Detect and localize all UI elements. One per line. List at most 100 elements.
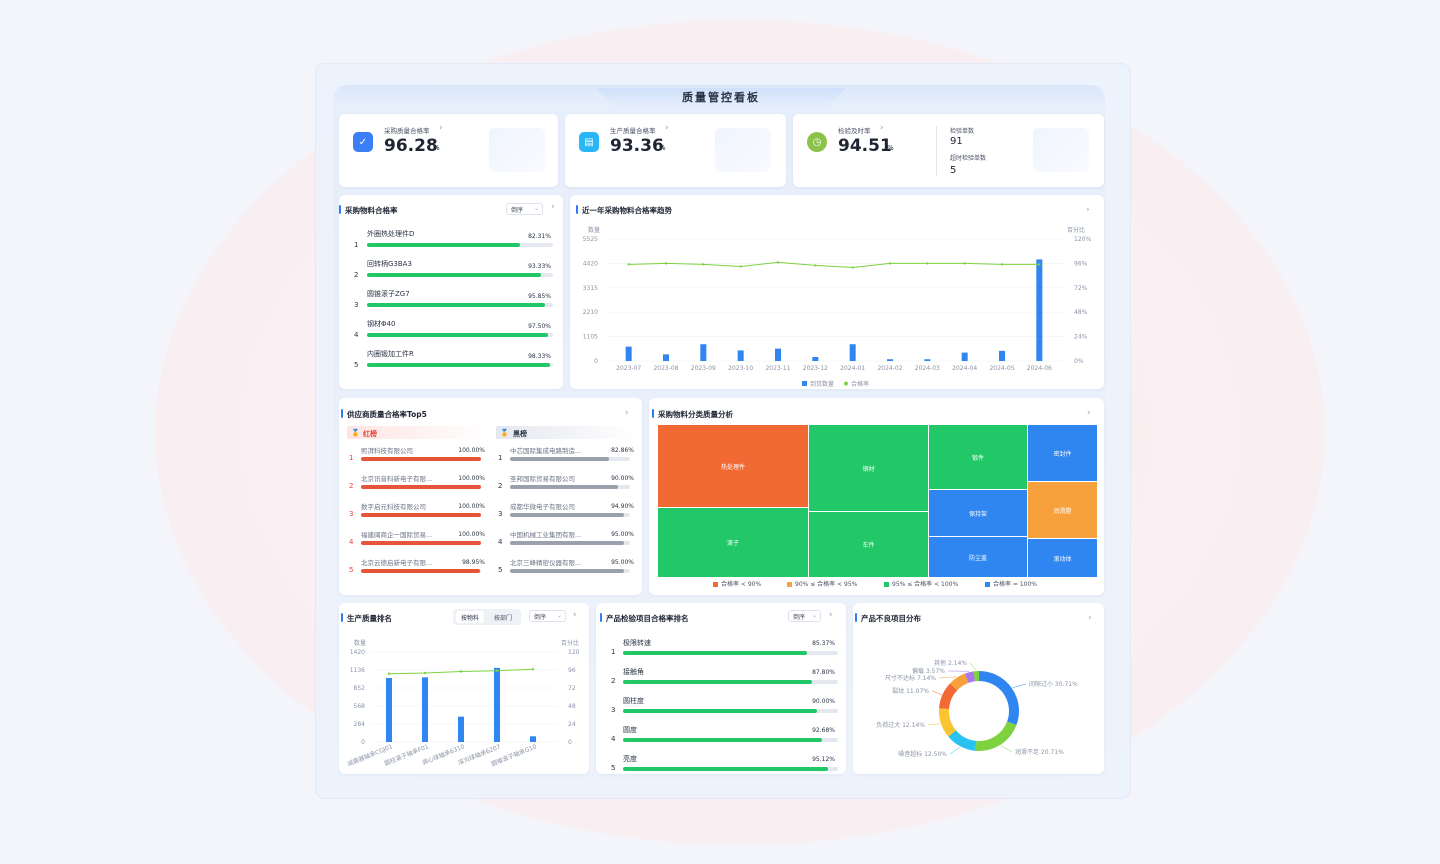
card-title: 生产质量排名 xyxy=(341,613,392,623)
supplier-percent: 100.00% xyxy=(458,475,485,482)
rank-item-percent: 85.37% xyxy=(812,640,835,647)
donut-leader-line xyxy=(931,690,942,695)
sort-select[interactable]: 倒序 ⌄ xyxy=(506,203,543,215)
line-point xyxy=(459,670,463,673)
rank-number: 1 xyxy=(498,454,503,462)
x-tick-label: 2023-07 xyxy=(616,365,641,372)
red-list-label: 红榜 xyxy=(363,430,377,438)
treemap-cell[interactable]: 钢材 xyxy=(809,425,928,511)
rank-item-name: 亮度 xyxy=(623,755,637,763)
chevron-down-icon: ⌄ xyxy=(811,612,817,619)
tab-by-department[interactable]: 按部门 xyxy=(494,615,513,622)
y-tick-label: 0 xyxy=(594,358,598,365)
chevron-right-icon[interactable]: › xyxy=(1086,205,1090,215)
title-tab xyxy=(596,88,846,108)
rank-number: 5 xyxy=(611,764,616,772)
y2-tick-label: 96 xyxy=(568,667,576,674)
right-axis-title: 百分比 xyxy=(1067,226,1085,234)
clock-icon: ◷ xyxy=(807,132,827,152)
line-point xyxy=(627,263,630,266)
treemap-cell[interactable]: 锻件 xyxy=(929,425,1027,489)
production-card: 生产质量排名 按物料 按部门 倒序 ⌄ › 数量 百分比 1420 120 1136 96 8… xyxy=(339,603,589,774)
sort-select[interactable]: 倒序 ⌄ xyxy=(529,610,566,622)
supplier-name: 北京三峰精密仪器有限... xyxy=(510,559,582,567)
supplier-percent: 94.90% xyxy=(611,503,634,510)
bar-arrival-qty xyxy=(887,359,893,361)
black-list-medal-icon: 🏅 xyxy=(500,429,509,437)
progress-fill xyxy=(367,243,521,247)
x-tick-label: 2024-01 xyxy=(840,365,865,372)
rank-item-percent: 92.68% xyxy=(812,727,835,734)
sort-select-value: 倒序 xyxy=(511,207,524,214)
rank-number: 1 xyxy=(349,454,354,462)
overdue-count-label: 超时检验单数 xyxy=(950,155,987,162)
legend-label: 95% ≤ 合格率 < 100% xyxy=(892,581,959,588)
treemap-cell[interactable]: 滚动体 xyxy=(1028,539,1097,577)
chevron-right-icon[interactable]: › xyxy=(551,202,555,212)
treemap-cell[interactable]: 密封件 xyxy=(1028,425,1097,481)
inspect-rank-card: 产品检验项目合格率排名 倒序 ⌄ › 1 极限转速 85.37% 2 接触角 87.80% 3… xyxy=(596,603,846,774)
treemap-cell[interactable]: 防尘盖 xyxy=(929,537,1027,577)
x-tick-label: 2023-09 xyxy=(691,365,716,372)
sort-select[interactable]: 倒序 ⌄ xyxy=(788,610,821,622)
supplier-name: 成都华微电子有限公司 xyxy=(510,503,575,511)
legend-item[interactable]: 95% ≤ 合格率 < 100% xyxy=(884,579,958,588)
treemap-cell[interactable]: 热处理件 xyxy=(658,425,808,507)
supplier-percent: 98.95% xyxy=(462,559,485,566)
bar-quantity xyxy=(422,677,428,742)
chevron-right-icon[interactable]: › xyxy=(625,408,629,418)
line-point xyxy=(423,671,427,675)
chevron-right-icon[interactable]: › xyxy=(439,123,443,133)
kpi-card-production[interactable]: ▤ 生产质量合格率 › 93.36 % xyxy=(565,114,786,187)
line-point xyxy=(926,262,929,265)
chevron-right-icon[interactable]: › xyxy=(573,610,577,620)
chevron-right-icon[interactable]: › xyxy=(880,123,884,133)
chevron-right-icon[interactable]: › xyxy=(1087,408,1091,418)
bar-arrival-qty xyxy=(775,348,781,361)
treemap-cell[interactable]: 保持架 xyxy=(929,490,1027,536)
legend-swatch xyxy=(787,582,792,587)
legend-line-swatch xyxy=(844,381,848,386)
chevron-right-icon[interactable]: › xyxy=(1088,613,1092,623)
chevron-right-icon[interactable]: › xyxy=(665,123,669,133)
y-tick-label: 1420 xyxy=(350,649,365,656)
rank-item-percent: 93.33% xyxy=(528,263,551,270)
rank-item-name: 圆度 xyxy=(623,726,637,734)
line-point xyxy=(664,262,668,265)
donut-slice-label: 裂纹 11.07% xyxy=(892,687,929,695)
bar-arrival-qty xyxy=(961,352,968,361)
kpi-label: 检验及时率 xyxy=(838,127,871,135)
chevron-right-icon[interactable]: › xyxy=(829,610,833,620)
legend-label: 合格率 = 100% xyxy=(993,581,1037,588)
treemap-cell[interactable]: 车件 xyxy=(809,512,928,577)
inspection-count-value: 91 xyxy=(950,136,963,147)
rank-number: 2 xyxy=(354,271,359,279)
treemap-cell[interactable]: 滚子 xyxy=(658,508,808,577)
treemap-cell[interactable]: 润滑脂 xyxy=(1028,482,1097,538)
kpi-value: 94.51 xyxy=(838,136,892,156)
donut-leader-line xyxy=(969,662,977,671)
rank-number: 3 xyxy=(349,510,354,518)
x-tick-label: 2023-10 xyxy=(728,365,753,372)
legend-item[interactable]: 合格率 < 90% xyxy=(713,579,761,588)
rank-item-name: 钢材Φ40 xyxy=(367,320,396,328)
rank-item-name: 圆锥滚子ZG7 xyxy=(367,290,410,298)
supplier-percent: 82.86% xyxy=(611,447,634,454)
supplier-percent: 100.00% xyxy=(458,503,485,510)
sort-select-value: 倒序 xyxy=(793,614,806,621)
trend-chart: 数量 百分比 5525 120% 4420 96% 3315 72% 2210 48% 1105 24… xyxy=(583,226,1092,388)
legend-item[interactable]: 合格率 = 100% xyxy=(985,579,1037,588)
supplier-name: 福建闽商企一国际贸易... xyxy=(361,531,433,539)
y2-tick-label: 24% xyxy=(1074,334,1088,341)
kpi-card-inspection[interactable]: ◷ 检验及时率 › 94.51 % 检验单数 91 超时检验单数 5 xyxy=(793,114,1104,187)
rank-number: 1 xyxy=(354,241,359,249)
legend-item[interactable]: 90% ≤ 合格率 < 95% xyxy=(787,579,857,588)
bar-quantity xyxy=(494,667,500,742)
tab-by-material[interactable]: 按物料 xyxy=(456,611,485,623)
supplier-percent: 95.00% xyxy=(611,559,634,566)
donut-slice xyxy=(978,671,1019,726)
bar-arrival-qty xyxy=(812,357,819,361)
donut-slice-label: 噪音超标 12.50% xyxy=(898,750,947,758)
rank-item-percent: 95.12% xyxy=(812,756,835,763)
kpi-card-purchase[interactable]: ✓ 采购质量合格率 › 96.28 % xyxy=(339,114,558,187)
